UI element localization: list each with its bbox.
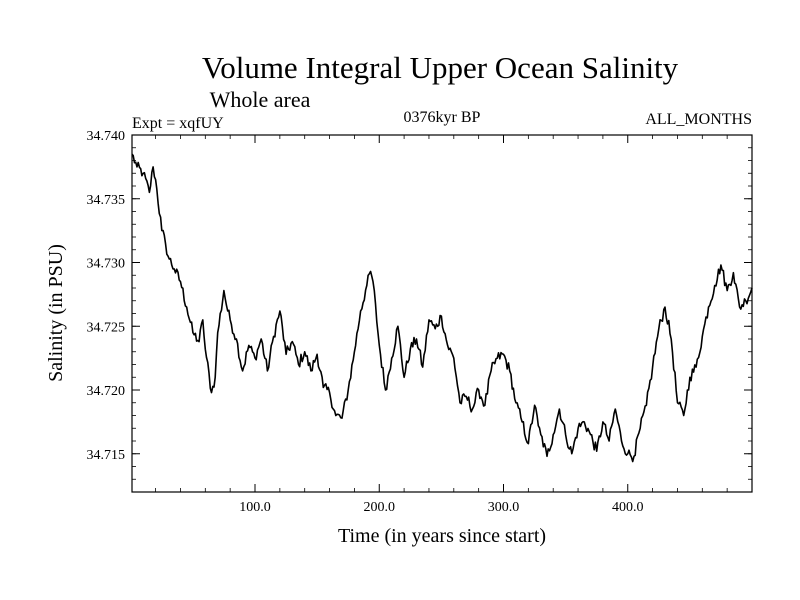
y-tick-label: 34.730 (87, 257, 126, 272)
y-tick-label: 34.735 (87, 193, 126, 208)
salinity-series-line (131, 153, 753, 463)
y-tick-label: 34.725 (87, 320, 126, 335)
x-tick-label: 100.0 (239, 500, 271, 515)
y-tick-label: 34.715 (87, 448, 126, 463)
months-label: ALL_MONTHS (645, 111, 752, 128)
period-label: 0376kyr BP (404, 109, 481, 126)
experiment-label: Expt = xqfUY (132, 115, 224, 132)
x-axis-label: Time (in years since start) (338, 525, 546, 547)
chart-subtitle: Whole area (210, 87, 311, 112)
y-tick-label: 34.720 (87, 384, 126, 399)
x-tick-label: 300.0 (488, 500, 520, 515)
plot-frame (131, 134, 753, 493)
y-tick-labels: 34.715 34.720 34.725 34.730 34.735 34.740 (87, 129, 126, 463)
x-tick-label: 400.0 (612, 500, 644, 515)
x-tick-labels: 100.0 200.0 300.0 400.0 (239, 500, 643, 515)
axis-ticks (132, 134, 752, 493)
y-tick-label: 34.740 (87, 129, 126, 144)
chart-title: Volume Integral Upper Ocean Salinity (202, 50, 679, 85)
x-tick-label: 200.0 (364, 500, 396, 515)
y-axis-label: Salinity (in PSU) (45, 244, 67, 382)
